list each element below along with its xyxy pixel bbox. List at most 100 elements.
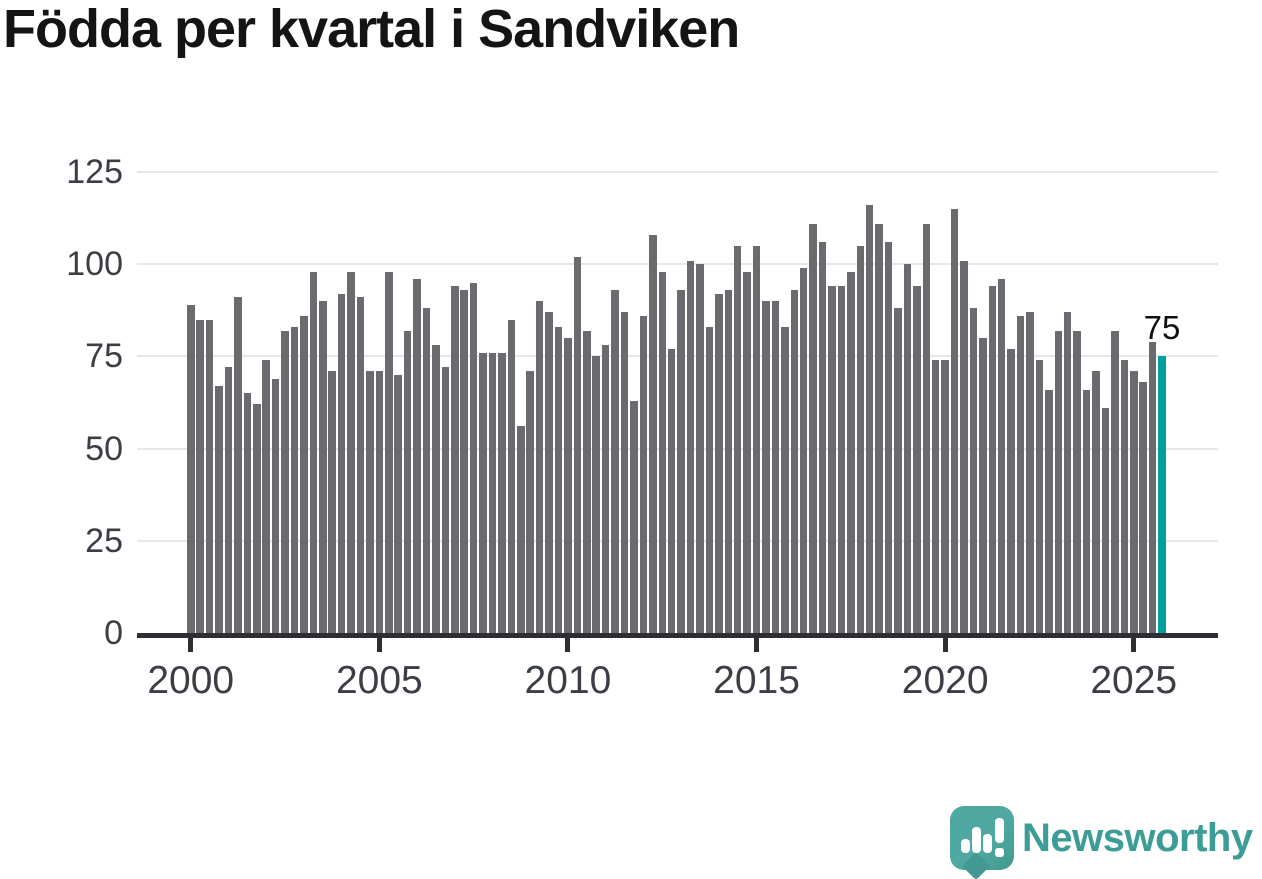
bar [517, 426, 525, 633]
bar [441, 367, 450, 633]
bar [969, 308, 978, 633]
bar [451, 286, 459, 633]
bar [507, 319, 516, 633]
bar [865, 205, 874, 633]
bar [498, 352, 506, 633]
chart-title: Födda per kvartal i Sandviken [3, 0, 740, 59]
bar [385, 271, 393, 633]
bar [564, 337, 572, 633]
x-tick-label-2005: 2005 [335, 659, 423, 702]
logo-mini-bar-2 [972, 827, 981, 853]
bar [366, 371, 374, 633]
bar [950, 208, 959, 633]
bar [309, 271, 318, 633]
bar [601, 345, 610, 633]
bar [253, 404, 261, 633]
bar [903, 264, 912, 633]
bar [1045, 389, 1053, 633]
bar [790, 290, 799, 633]
newsworthy-logo-link[interactable]: Newsworthy [950, 806, 1260, 879]
logo-mini-bar-1 [961, 839, 970, 853]
bar [262, 360, 270, 633]
bar [319, 301, 327, 633]
x-axis-line [137, 633, 1218, 638]
bar [771, 301, 780, 633]
bar [290, 326, 299, 633]
plot-area: 2000 2005 2010 2015 2020 2025 75 [137, 171, 1218, 702]
newsworthy-bubble-chart-icon [950, 806, 1014, 879]
bar [913, 286, 921, 633]
bar [573, 256, 582, 633]
bar [234, 297, 242, 633]
bar [488, 352, 497, 633]
bar [733, 245, 742, 633]
bar [743, 271, 751, 633]
y-tick-label-75: 75 [85, 337, 123, 376]
bar [243, 393, 252, 633]
bar [677, 290, 685, 633]
bar [667, 349, 676, 633]
bar [432, 345, 440, 633]
bar [554, 326, 563, 633]
highlighted-bar-latest-quarter [1158, 356, 1166, 633]
bar [1139, 382, 1147, 633]
bar [1148, 341, 1157, 633]
bar [847, 271, 855, 633]
bar [837, 286, 846, 633]
bar [1130, 371, 1138, 633]
bar [583, 330, 591, 633]
bar [724, 290, 732, 633]
x-tick-label-2010: 2010 [524, 659, 612, 702]
bar [762, 301, 770, 633]
bar [328, 371, 336, 633]
bar [1007, 349, 1015, 633]
bar [639, 315, 648, 633]
gridline-100 [137, 263, 1218, 266]
logo-exclamation-bar [995, 818, 1004, 843]
y-tick-label-125: 125 [66, 153, 123, 191]
bar [545, 312, 553, 633]
bar [705, 326, 714, 633]
last-value-label: 75 [1143, 309, 1181, 347]
x-tick-2020 [942, 638, 948, 652]
bar [1063, 312, 1072, 633]
bar [856, 245, 865, 633]
bar [649, 234, 657, 633]
bar [479, 352, 487, 633]
bar [1101, 408, 1110, 633]
bar [281, 330, 289, 633]
bar [1073, 330, 1081, 633]
bar [394, 374, 402, 633]
bar [1035, 360, 1044, 633]
bar [526, 371, 534, 633]
bar [828, 286, 836, 633]
x-tick-2000 [188, 638, 194, 652]
bar [611, 290, 619, 633]
bar [592, 356, 600, 633]
x-tick-2005 [376, 638, 382, 652]
bar [922, 223, 931, 633]
bar [696, 264, 704, 633]
y-tick-label-100: 100 [66, 245, 123, 284]
x-tick-label-2020: 2020 [901, 659, 989, 702]
gridline-125 [137, 171, 1218, 173]
bar [715, 293, 723, 633]
bar [271, 378, 280, 633]
bar [1120, 360, 1129, 633]
bar [469, 282, 478, 633]
bar [535, 301, 544, 633]
bar [347, 271, 355, 633]
y-tick-label-50: 50 [85, 429, 123, 468]
bar [403, 330, 412, 633]
bar [658, 271, 666, 633]
bar [875, 223, 883, 633]
bar [224, 367, 233, 633]
bar [1092, 371, 1100, 633]
x-tick-2025 [1131, 638, 1137, 652]
bar [460, 290, 468, 633]
y-tick-label-0: 0 [104, 614, 123, 652]
bar [205, 319, 214, 633]
bar [356, 297, 365, 633]
bar [375, 371, 384, 633]
bar [781, 326, 789, 633]
